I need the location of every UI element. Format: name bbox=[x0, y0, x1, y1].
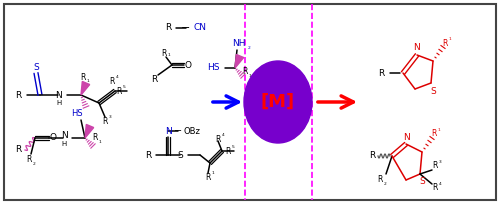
Text: R: R bbox=[432, 162, 438, 171]
Text: N: N bbox=[60, 132, 68, 141]
Text: R: R bbox=[442, 39, 448, 48]
Text: HS: HS bbox=[71, 110, 83, 119]
Text: −: − bbox=[182, 23, 190, 33]
Text: −: − bbox=[174, 126, 182, 136]
Text: $_1$: $_1$ bbox=[248, 72, 252, 80]
Text: $_2$: $_2$ bbox=[247, 44, 251, 52]
Text: R: R bbox=[216, 134, 220, 143]
Text: R: R bbox=[26, 155, 32, 164]
Text: S: S bbox=[430, 86, 436, 95]
Text: $_5$: $_5$ bbox=[231, 143, 235, 151]
Polygon shape bbox=[85, 124, 94, 138]
Text: HS: HS bbox=[207, 63, 219, 72]
Text: S: S bbox=[419, 177, 425, 186]
Text: R: R bbox=[15, 91, 21, 100]
Text: $_3$: $_3$ bbox=[438, 158, 442, 166]
Text: $_1$: $_1$ bbox=[98, 138, 102, 146]
Text: OBz: OBz bbox=[184, 126, 201, 135]
Text: R: R bbox=[116, 86, 121, 95]
Text: $_1$: $_1$ bbox=[86, 77, 90, 85]
Text: $_3$: $_3$ bbox=[108, 113, 112, 121]
Text: R: R bbox=[378, 69, 384, 78]
Ellipse shape bbox=[244, 61, 312, 143]
Text: S: S bbox=[177, 151, 183, 160]
Text: [M]: [M] bbox=[261, 93, 295, 111]
Text: R: R bbox=[151, 74, 157, 83]
Text: R: R bbox=[242, 68, 248, 76]
Text: R: R bbox=[432, 184, 438, 193]
Text: N: N bbox=[402, 133, 409, 142]
Text: $_2$: $_2$ bbox=[32, 160, 36, 168]
Text: H: H bbox=[62, 141, 66, 147]
Text: R: R bbox=[432, 130, 436, 139]
Polygon shape bbox=[81, 81, 90, 95]
Text: R: R bbox=[92, 133, 98, 143]
Polygon shape bbox=[235, 54, 244, 68]
Text: $_4$: $_4$ bbox=[220, 131, 226, 139]
Text: R: R bbox=[145, 151, 151, 160]
Text: $_2$: $_2$ bbox=[383, 180, 387, 188]
Text: R: R bbox=[15, 145, 21, 154]
Text: $_4$: $_4$ bbox=[114, 73, 119, 81]
Text: R: R bbox=[378, 175, 382, 184]
Text: H: H bbox=[56, 100, 62, 106]
Text: N: N bbox=[56, 91, 62, 100]
Text: N: N bbox=[164, 126, 172, 135]
Text: $_5$: $_5$ bbox=[122, 83, 126, 91]
Text: R: R bbox=[206, 173, 210, 182]
Text: R: R bbox=[110, 76, 114, 85]
Text: $_1$: $_1$ bbox=[167, 51, 171, 59]
Text: $_1$: $_1$ bbox=[211, 169, 215, 177]
Text: R: R bbox=[369, 152, 375, 161]
Text: N: N bbox=[414, 43, 420, 52]
Text: $_4$: $_4$ bbox=[438, 180, 442, 188]
Text: O: O bbox=[50, 133, 56, 143]
Text: R: R bbox=[226, 146, 230, 155]
Text: R: R bbox=[80, 72, 86, 82]
Text: CN: CN bbox=[194, 23, 207, 32]
Text: $_1$: $_1$ bbox=[448, 35, 452, 43]
Text: $_1$: $_1$ bbox=[437, 126, 441, 134]
Text: R: R bbox=[102, 116, 108, 125]
Text: NH: NH bbox=[232, 40, 246, 49]
Text: S: S bbox=[33, 62, 39, 71]
Text: O: O bbox=[184, 61, 192, 70]
Text: R: R bbox=[162, 49, 166, 58]
Text: R: R bbox=[165, 23, 171, 32]
